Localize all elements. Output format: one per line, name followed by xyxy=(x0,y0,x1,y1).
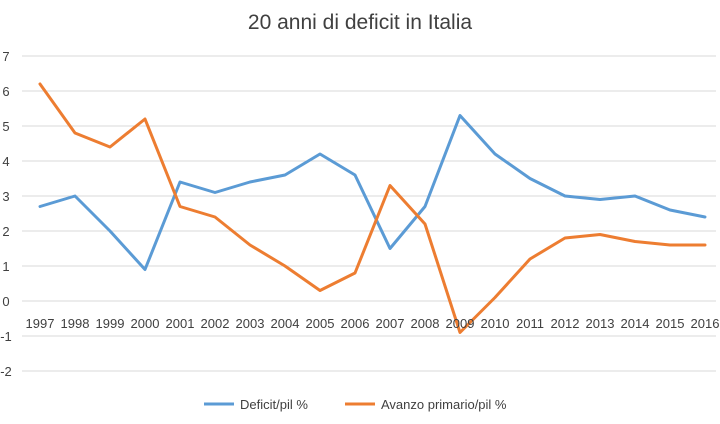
x-tick-label: 2005 xyxy=(306,316,335,331)
x-tick-label: 2009 xyxy=(446,316,475,331)
series-line-avanzo-primario xyxy=(38,82,707,334)
series-lines xyxy=(38,82,707,334)
y-tick-label: 2 xyxy=(2,224,9,239)
y-axis: 7 6 5 4 3 2 1 0 -1 -2 xyxy=(0,49,12,379)
legend: Deficit/pil % Avanzo primario/pil % xyxy=(204,397,507,412)
legend-label: Deficit/pil % xyxy=(240,397,308,412)
x-tick-label: 1997 xyxy=(26,316,55,331)
x-tick-label: 2003 xyxy=(236,316,265,331)
y-tick-label: 5 xyxy=(2,119,9,134)
x-tick-label: 2013 xyxy=(586,316,615,331)
chart-title: 20 anni di deficit in Italia xyxy=(248,11,472,34)
y-tick-label: 1 xyxy=(2,259,9,274)
x-tick-label: 2015 xyxy=(656,316,685,331)
y-tick-label: 3 xyxy=(2,189,9,204)
x-tick-label: 2006 xyxy=(341,316,370,331)
legend-label: Avanzo primario/pil % xyxy=(381,397,507,412)
x-tick-label: 2004 xyxy=(271,316,300,331)
y-tick-label: 0 xyxy=(2,294,9,309)
x-tick-label: 1998 xyxy=(61,316,90,331)
y-tick-label: -1 xyxy=(0,329,12,344)
y-tick-label: 7 xyxy=(2,49,9,64)
x-tick-label: 2000 xyxy=(131,316,160,331)
x-tick-label: 1999 xyxy=(96,316,125,331)
x-tick-label: 2011 xyxy=(516,316,544,331)
x-tick-label: 2010 xyxy=(481,316,510,331)
y-tick-label: -2 xyxy=(0,364,12,379)
series-line-deficit xyxy=(38,114,707,271)
x-axis: 1997 1998 1999 2000 2001 2002 2003 2004 2005 2006… xyxy=(26,316,720,331)
x-tick-label: 2014 xyxy=(621,316,650,331)
x-tick-label: 2016 xyxy=(691,316,720,331)
x-tick-label: 2002 xyxy=(201,316,230,331)
y-tick-label: 4 xyxy=(2,154,9,169)
x-tick-label: 2007 xyxy=(376,316,405,331)
x-tick-label: 2012 xyxy=(551,316,580,331)
y-tick-label: 6 xyxy=(2,84,9,99)
x-tick-label: 2008 xyxy=(411,316,440,331)
x-tick-label: 2001 xyxy=(166,316,195,331)
